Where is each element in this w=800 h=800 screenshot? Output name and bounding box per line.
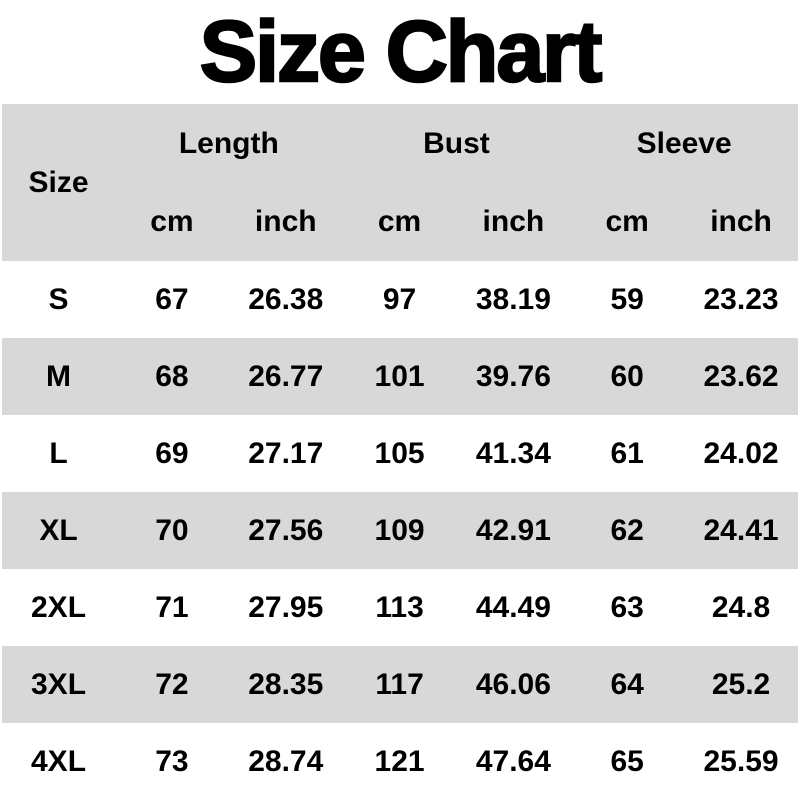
- sleeve-inch-value: 24.02: [703, 436, 779, 470]
- length-inch-value: 28.74: [248, 744, 324, 778]
- sleeve-inch-value: 24.41: [703, 513, 779, 547]
- length-cm-value: 67: [155, 282, 189, 316]
- page-title: Size Chart: [198, 4, 603, 100]
- bust-inch-value: 42.91: [475, 513, 551, 547]
- sleeve-cm-value: 62: [610, 513, 644, 547]
- size-label: L: [49, 436, 68, 470]
- table-row-3xl: 3XL 72 28.35 117 46.06 64 25.2: [2, 646, 798, 723]
- sleeve-cm-value: 65: [610, 744, 644, 778]
- sleeve-cm-value: 61: [610, 436, 644, 470]
- table-row-s: S 67 26.38 97 38.19 59 23.23: [2, 261, 798, 338]
- table-body: S 67 26.38 97 38.19 59 23.23 M 68 26.77 …: [2, 261, 798, 800]
- unit-header-length-inch: inch: [228, 183, 343, 261]
- bust-inch-value: 38.19: [475, 282, 551, 316]
- length-inch-value: 27.17: [248, 436, 324, 470]
- unit-header-sleeve-inch: inch: [684, 183, 798, 261]
- bust-inch-value: 44.49: [475, 590, 551, 624]
- column-group-sleeve: Sleeve: [570, 104, 798, 183]
- bust-cm-value: 109: [374, 513, 425, 547]
- length-cm-value: 71: [155, 590, 189, 624]
- length-inch-value: 26.77: [248, 359, 324, 393]
- title-bar: Size Chart: [0, 0, 800, 104]
- header-unit-row: cm inch cm inch cm inch: [2, 183, 798, 261]
- size-label: 2XL: [31, 590, 87, 624]
- sleeve-inch-value: 25.2: [711, 667, 771, 701]
- bust-cm-value: 105: [374, 436, 425, 470]
- sleeve-cm-value: 60: [610, 359, 644, 393]
- sleeve-inch-value: 23.23: [703, 282, 779, 316]
- sleeve-inch-value: 24.8: [711, 590, 771, 624]
- header-group-row: Size Length Bust Sleeve: [2, 104, 798, 261]
- length-cm-value: 72: [155, 667, 189, 701]
- size-label: 3XL: [31, 667, 87, 701]
- length-cm-value: 68: [155, 359, 189, 393]
- unit-header-bust-inch: inch: [456, 183, 571, 261]
- bust-inch-value: 41.34: [475, 436, 551, 470]
- bust-cm-value: 101: [374, 359, 425, 393]
- table-row-m: M 68 26.77 101 39.76 60 23.62: [2, 338, 798, 415]
- size-label: S: [48, 282, 69, 316]
- bust-cm-value: 97: [382, 282, 417, 316]
- table-row-l: L 69 27.17 105 41.34 61 24.02: [2, 415, 798, 492]
- size-chart-table: Size Length Bust Sleeve cm inch cm inch …: [2, 104, 798, 800]
- column-header-size: Size: [2, 104, 116, 261]
- length-inch-value: 27.56: [248, 513, 324, 547]
- bust-inch-value: 39.76: [475, 359, 551, 393]
- table-row-xl: XL 70 27.56 109 42.91 62 24.41: [2, 492, 798, 569]
- sleeve-cm-value: 59: [610, 282, 644, 316]
- length-inch-value: 27.95: [248, 590, 324, 624]
- bust-inch-value: 47.64: [475, 744, 551, 778]
- length-cm-value: 70: [155, 513, 189, 547]
- sleeve-inch-value: 23.62: [703, 359, 779, 393]
- table-row-4xl: 4XL 73 28.74 121 47.64 65 25.59: [2, 723, 798, 800]
- sleeve-cm-value: 64: [610, 667, 644, 701]
- bust-cm-value: 113: [375, 590, 424, 624]
- unit-header-length-cm: cm: [115, 183, 229, 261]
- bust-inch-value: 46.06: [475, 667, 551, 701]
- sleeve-inch-value: 25.59: [703, 744, 779, 778]
- column-group-length: Length: [115, 104, 343, 183]
- bust-cm-value: 117: [375, 667, 424, 701]
- table-row-2xl: 2XL 71 27.95 113 44.49 63 24.8: [2, 569, 798, 646]
- sleeve-cm-value: 63: [610, 590, 644, 624]
- length-inch-value: 28.35: [248, 667, 324, 701]
- size-label: 4XL: [31, 744, 87, 778]
- bust-cm-value: 121: [374, 744, 425, 778]
- unit-header-sleeve-cm: cm: [570, 183, 685, 261]
- column-group-bust: Bust: [342, 104, 571, 183]
- unit-header-bust-cm: cm: [342, 183, 457, 261]
- table-header: Size Length Bust Sleeve cm inch cm inch …: [2, 104, 798, 261]
- length-cm-value: 73: [155, 744, 189, 778]
- length-inch-value: 26.38: [248, 282, 324, 316]
- length-cm-value: 69: [155, 436, 189, 470]
- size-label: M: [46, 359, 72, 393]
- size-label: XL: [39, 513, 78, 547]
